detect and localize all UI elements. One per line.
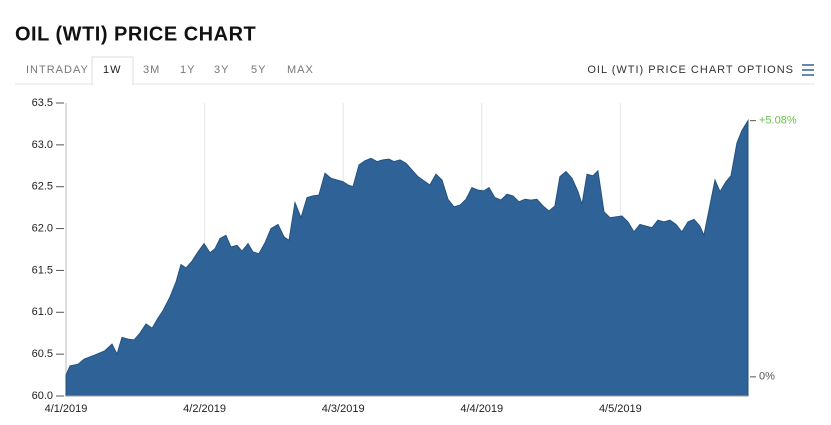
tab[interactable]: 1W (103, 64, 122, 76)
x-tick-label: 4/1/2019 (45, 403, 88, 415)
options-link[interactable]: OIL (WTI) PRICE CHART OPTIONS (587, 64, 794, 76)
y-tick-label: 62.0 (32, 222, 53, 234)
tab[interactable]: INTRADAY (26, 64, 89, 76)
tab[interactable]: 3M (143, 64, 160, 76)
tab[interactable]: 1Y (180, 64, 195, 76)
y2-tick-label: +5.08% (759, 115, 797, 127)
y-tick-label: 60.0 (32, 390, 53, 402)
y-tick-label: 61.0 (32, 306, 53, 318)
y-tick-label: 63.0 (32, 139, 53, 151)
y-tick-label: 61.5 (32, 264, 53, 276)
x-tick-label: 4/5/2019 (599, 403, 642, 415)
price-area (65, 118, 749, 397)
menu-icon[interactable] (802, 64, 814, 76)
x-tick-label: 4/2/2019 (183, 403, 226, 415)
tab-box (91, 56, 134, 85)
y-tick-label: 63.5 (32, 97, 53, 109)
y-tick-label: 60.5 (32, 348, 53, 360)
tab[interactable]: MAX (287, 64, 314, 76)
tab[interactable]: 3Y (214, 64, 229, 76)
y-tick-label: 62.5 (32, 181, 53, 193)
x-tick-label: 4/3/2019 (322, 403, 365, 415)
y2-tick-label: 0% (759, 371, 775, 383)
page-title: OIL (WTI) PRICE CHART (15, 23, 256, 45)
tab[interactable]: 5Y (251, 64, 266, 76)
x-tick-label: 4/4/2019 (460, 403, 503, 415)
